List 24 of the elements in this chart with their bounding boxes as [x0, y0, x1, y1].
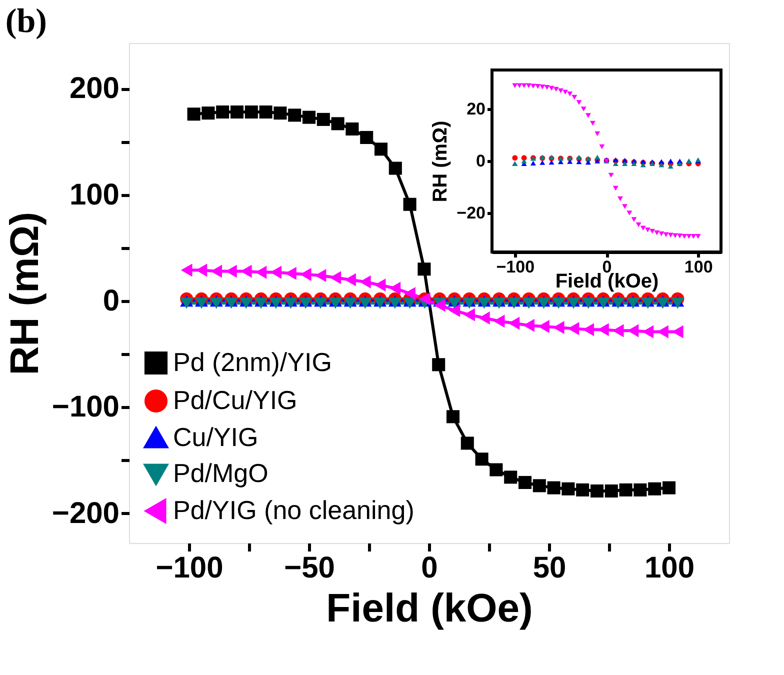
legend-label: Pd/MgO	[173, 458, 268, 488]
y-tick-label: 0	[476, 152, 486, 170]
y-axis-title: RH (mΩ)	[430, 120, 452, 202]
y-tick-label: −20	[456, 204, 486, 222]
y-tick-label: 200	[69, 72, 120, 106]
y-tick-label: 20	[466, 100, 486, 118]
legend-label: Pd (2nm)/YIG	[173, 347, 332, 377]
y-axis-title: RH (mΩ)	[2, 212, 47, 376]
x-tick-label: 100	[644, 552, 695, 584]
x-axis-title: Field (kOe)	[326, 586, 533, 630]
y-tick-label: −100	[52, 390, 120, 424]
y-tick-label: 0	[102, 284, 120, 318]
x-tick-label: −100	[496, 258, 535, 276]
x-tick-label: 100	[684, 258, 713, 276]
chart-title: (b)	[5, 3, 47, 40]
x-tick-label: −100	[156, 552, 224, 584]
y-tick-label: 100	[69, 178, 120, 212]
y-tick-label: −200	[52, 496, 120, 530]
x-tick-label: −50	[284, 552, 335, 584]
legend-label: Pd/YIG (no cleaning)	[173, 495, 414, 525]
legend-label: Cu/YIG	[173, 422, 258, 452]
legend-label: Pd/Cu/YIG	[173, 385, 298, 415]
x-tick-label: 0	[421, 552, 438, 584]
x-tick-label: 50	[532, 552, 566, 584]
